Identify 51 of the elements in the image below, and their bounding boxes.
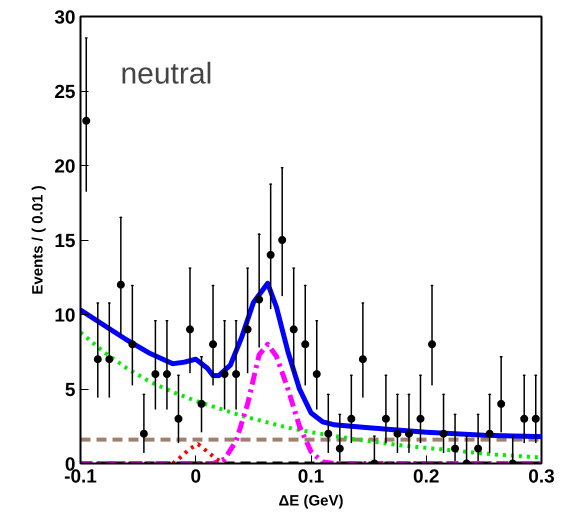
point (324, 430, 332, 438)
point (162, 370, 171, 378)
x-tick-label: 0 (190, 466, 202, 488)
point (128, 340, 136, 348)
y-tick-label: 25 (54, 82, 76, 103)
y-tick-label: 5 (64, 380, 76, 401)
annotation: neutral (120, 58, 212, 90)
point (404, 430, 413, 438)
point (382, 414, 390, 423)
x-tick-label: 0.3 (528, 466, 555, 488)
point (520, 414, 528, 423)
point (266, 250, 275, 259)
point (416, 414, 424, 423)
y-axis-title: Events / ( 0.01 ) (29, 185, 46, 295)
point (116, 280, 125, 289)
point (105, 355, 114, 364)
y-tick-label: 30 (54, 8, 76, 28)
point (358, 355, 367, 364)
x-axis-title: ΔE (GeV) (278, 492, 344, 510)
point (532, 414, 540, 423)
line-series (170, 442, 227, 464)
point (312, 370, 321, 378)
point (82, 116, 90, 125)
x-tick-label: 0.1 (298, 466, 325, 488)
point (393, 430, 402, 438)
point (428, 340, 436, 348)
point (186, 325, 194, 334)
point (440, 430, 448, 438)
point (301, 340, 310, 348)
point (474, 444, 482, 453)
point (486, 430, 494, 438)
point (347, 414, 356, 423)
point (451, 444, 460, 453)
y-tick-label: 10 (54, 306, 76, 326)
point (278, 236, 286, 244)
point (140, 430, 148, 438)
point (209, 340, 218, 348)
point (151, 370, 160, 378)
point (255, 296, 264, 304)
point (244, 325, 252, 334)
y-tick-label: 20 (54, 156, 76, 178)
point (232, 370, 240, 378)
point (497, 400, 506, 408)
point (174, 414, 182, 423)
point (220, 370, 229, 378)
y-tick-label: 15 (54, 231, 76, 252)
point (336, 444, 344, 453)
point (198, 400, 206, 408)
point (290, 325, 298, 334)
x-tick-label: 0.2 (413, 466, 440, 488)
point (94, 355, 102, 364)
